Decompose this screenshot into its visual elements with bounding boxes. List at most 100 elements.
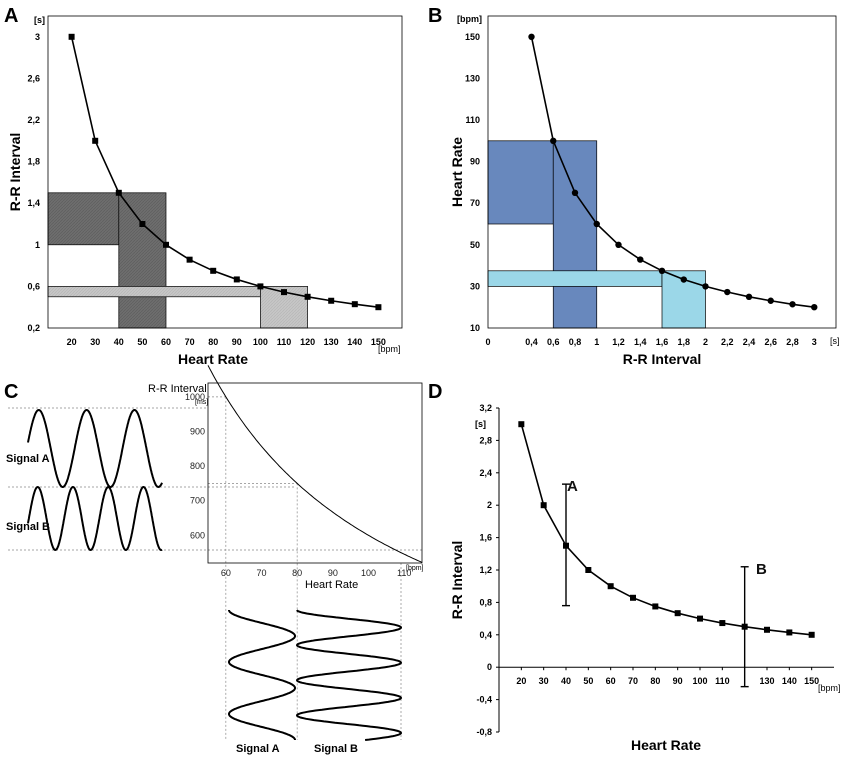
data-point: [593, 220, 600, 228]
y-tick-label: 0,2: [27, 323, 40, 333]
x-tick-label: 60: [161, 337, 171, 347]
panel-c-frame: [207, 382, 423, 564]
series-line: [530, 36, 815, 308]
y-tick-label: 30: [470, 281, 480, 291]
x-tick-label: 80: [208, 337, 218, 347]
x-tick-label: 0,4: [525, 337, 538, 347]
data-point: [789, 301, 796, 308]
x-tick-label: 100: [361, 568, 376, 578]
signal-a-bottom-label: Signal A: [236, 743, 280, 755]
data-point: [92, 137, 99, 144]
data-point: [724, 288, 731, 296]
data-point: [630, 594, 636, 601]
y-tick-label: 700: [190, 496, 205, 506]
y-tick-label: 2,4: [479, 468, 492, 478]
y-tick-label: 600: [190, 530, 205, 540]
y-tick-label: 150: [465, 32, 480, 42]
panel-d-ylabel: R-R Interval: [449, 541, 465, 620]
x-tick-label: 1,8: [677, 337, 690, 347]
x-tick-label: 60: [221, 568, 231, 578]
panel-a-ylabel: R-R Interval: [7, 133, 23, 212]
x-tick-label: 30: [90, 337, 100, 347]
y-tick-label: 1,4: [27, 198, 40, 208]
x-tick-label: 60: [606, 676, 616, 686]
panel-d-xlabel: Heart Rate: [631, 737, 701, 753]
y-tick-label: 110: [465, 115, 480, 125]
series-line: [520, 423, 812, 636]
data-point: [658, 267, 666, 274]
data-point: [351, 301, 358, 308]
y-tick-label: 10: [470, 323, 480, 333]
panel-c-xunit: [bpm]: [406, 565, 424, 572]
x-tick-label: 80: [650, 676, 660, 686]
panel-d-yunit: [s]: [475, 419, 486, 429]
y-tick-label: 130: [465, 73, 480, 83]
annotation-a: A: [567, 478, 578, 495]
x-tick-label: 40: [114, 337, 124, 347]
panel-a-xunit: [bpm]: [378, 344, 401, 354]
y-tick-label: 0,8: [479, 597, 492, 607]
shaded-region-2: [47, 286, 261, 298]
x-tick-label: 0,8: [569, 337, 582, 347]
data-point: [585, 567, 592, 573]
x-tick-label: 2,2: [721, 337, 734, 347]
panel-b-xlabel: R-R Interval: [623, 351, 702, 367]
y-tick-label: 1,6: [479, 533, 492, 543]
panel-a-yunit: [s]: [34, 15, 45, 25]
data-point: [811, 304, 818, 311]
signal-a-label: Signal A: [6, 453, 50, 465]
series-line: [70, 36, 379, 308]
data-point: [674, 610, 681, 617]
panel-b-frame: [487, 15, 837, 329]
data-point: [680, 276, 687, 283]
x-tick-label: 1: [594, 337, 599, 347]
x-tick-label: 1,4: [634, 337, 647, 347]
x-tick-label: 70: [628, 676, 638, 686]
signal-a-wave: [27, 408, 163, 489]
panel-d-xunit: [bpm]: [818, 683, 841, 693]
panel-b-yunit: [bpm]: [457, 14, 482, 24]
x-tick-label: 90: [232, 337, 242, 347]
y-tick-label: 0,4: [479, 630, 492, 640]
data-point: [702, 283, 709, 290]
x-tick-label: 100: [692, 676, 707, 686]
x-tick-label: 150: [371, 337, 386, 347]
shaded-region-2: [487, 270, 663, 287]
panel-c-ylabel: R-R Interval: [148, 383, 207, 395]
data-point: [637, 256, 644, 263]
data-point: [115, 189, 122, 196]
x-tick-label: 20: [67, 337, 77, 347]
panel-a-label: A: [4, 5, 18, 27]
x-tick-label: 1,6: [656, 337, 669, 347]
panel-c-label: C: [4, 381, 18, 403]
data-point: [210, 267, 217, 274]
y-tick-label: 50: [470, 240, 480, 250]
data-point: [163, 241, 169, 248]
x-tick-label: 90: [673, 676, 683, 686]
panel-b-xunit: [s]: [830, 336, 840, 346]
panel-c-yunit: [ms]: [195, 399, 208, 406]
y-tick-label: 3,2: [479, 403, 492, 413]
x-tick-label: 30: [539, 676, 549, 686]
data-point: [186, 256, 193, 263]
data-point: [233, 276, 240, 283]
x-tick-label: 130: [324, 337, 339, 347]
y-tick-label: 900: [190, 426, 205, 436]
shaded-region-1: [552, 140, 598, 329]
data-point: [375, 304, 382, 311]
y-tick-label: 2,8: [479, 435, 492, 445]
x-tick-label: 50: [137, 337, 147, 347]
x-tick-label: 140: [782, 676, 797, 686]
y-tick-label: 2,6: [27, 73, 40, 83]
y-tick-label: 0,6: [27, 281, 40, 291]
data-point: [571, 189, 579, 196]
x-tick-label: 2,8: [786, 337, 799, 347]
signal-b-wave: [27, 485, 163, 552]
x-tick-label: 130: [759, 676, 774, 686]
data-point: [767, 297, 774, 304]
x-tick-label: 0: [485, 337, 490, 347]
signal-b-bottom-label: Signal B: [314, 743, 358, 755]
x-tick-label: 110: [715, 676, 730, 686]
y-tick-label: 90: [470, 157, 480, 167]
